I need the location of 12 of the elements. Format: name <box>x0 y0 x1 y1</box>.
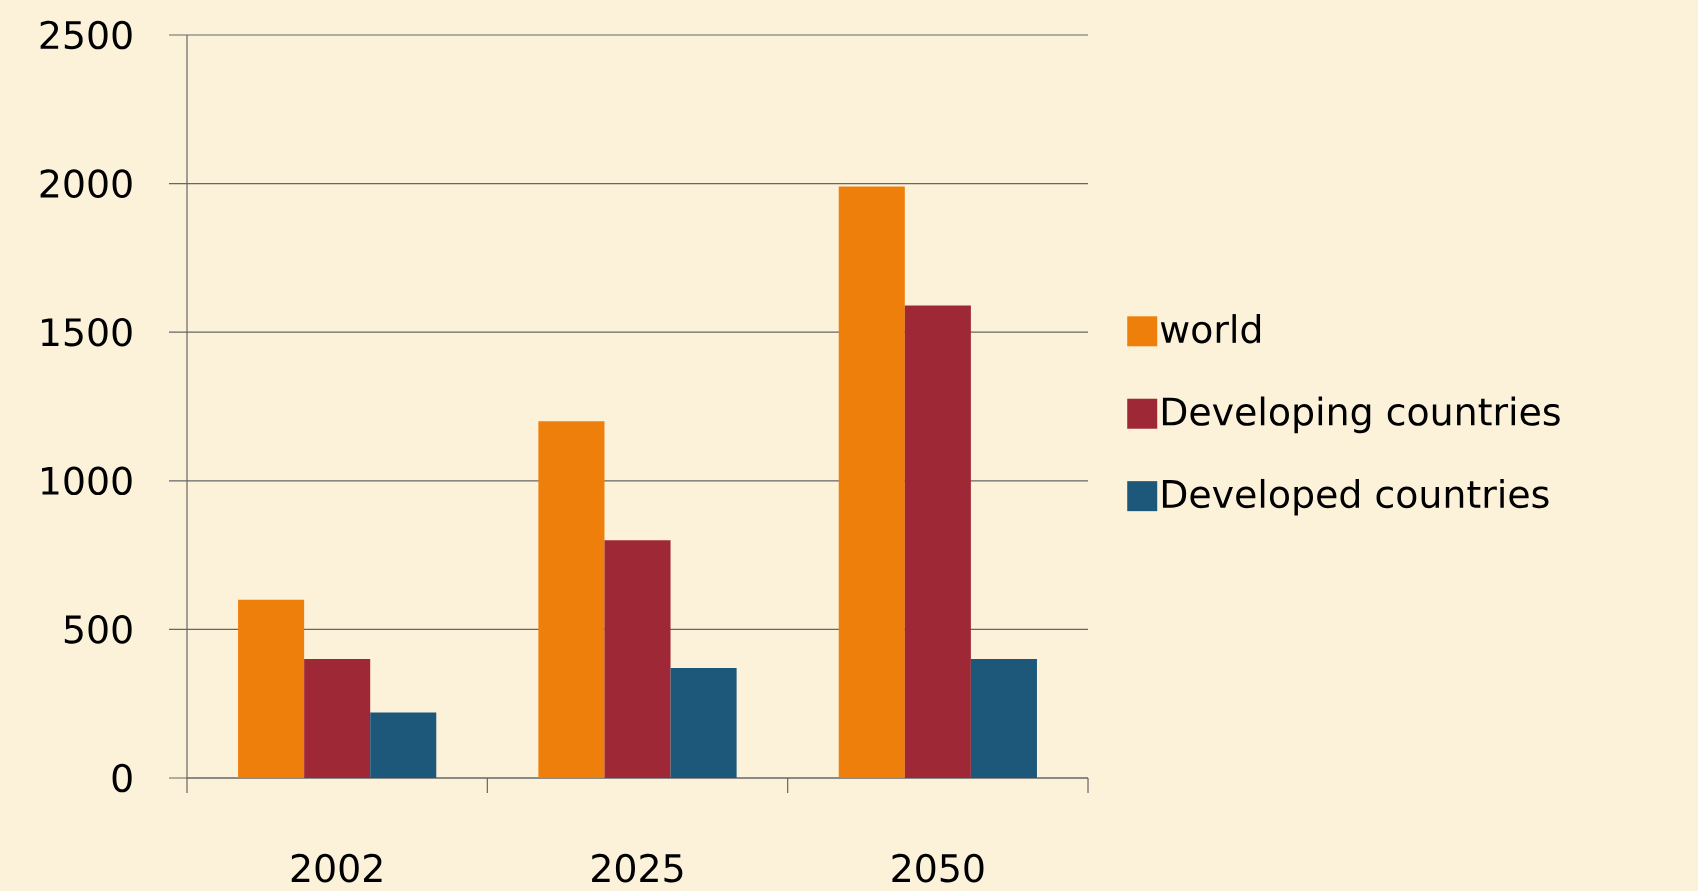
y-tick-label: 500 <box>64 615 132 644</box>
y-tick-label: 0 <box>112 763 132 793</box>
legend-label: Developing countries <box>1162 396 1560 434</box>
x-tick-label: 2050 <box>892 853 984 883</box>
x-tick-label: 2025 <box>592 853 683 883</box>
legend-label: Developed countries <box>1162 478 1549 516</box>
y-tick-label: 2500 <box>40 20 132 50</box>
y-tick-label: 1000 <box>41 466 132 496</box>
y-tick-label: 1500 <box>41 317 132 347</box>
legend-label: world <box>1160 314 1261 344</box>
x-tick-label: 2002 <box>291 853 382 883</box>
y-tick-label: 2000 <box>40 169 132 198</box>
